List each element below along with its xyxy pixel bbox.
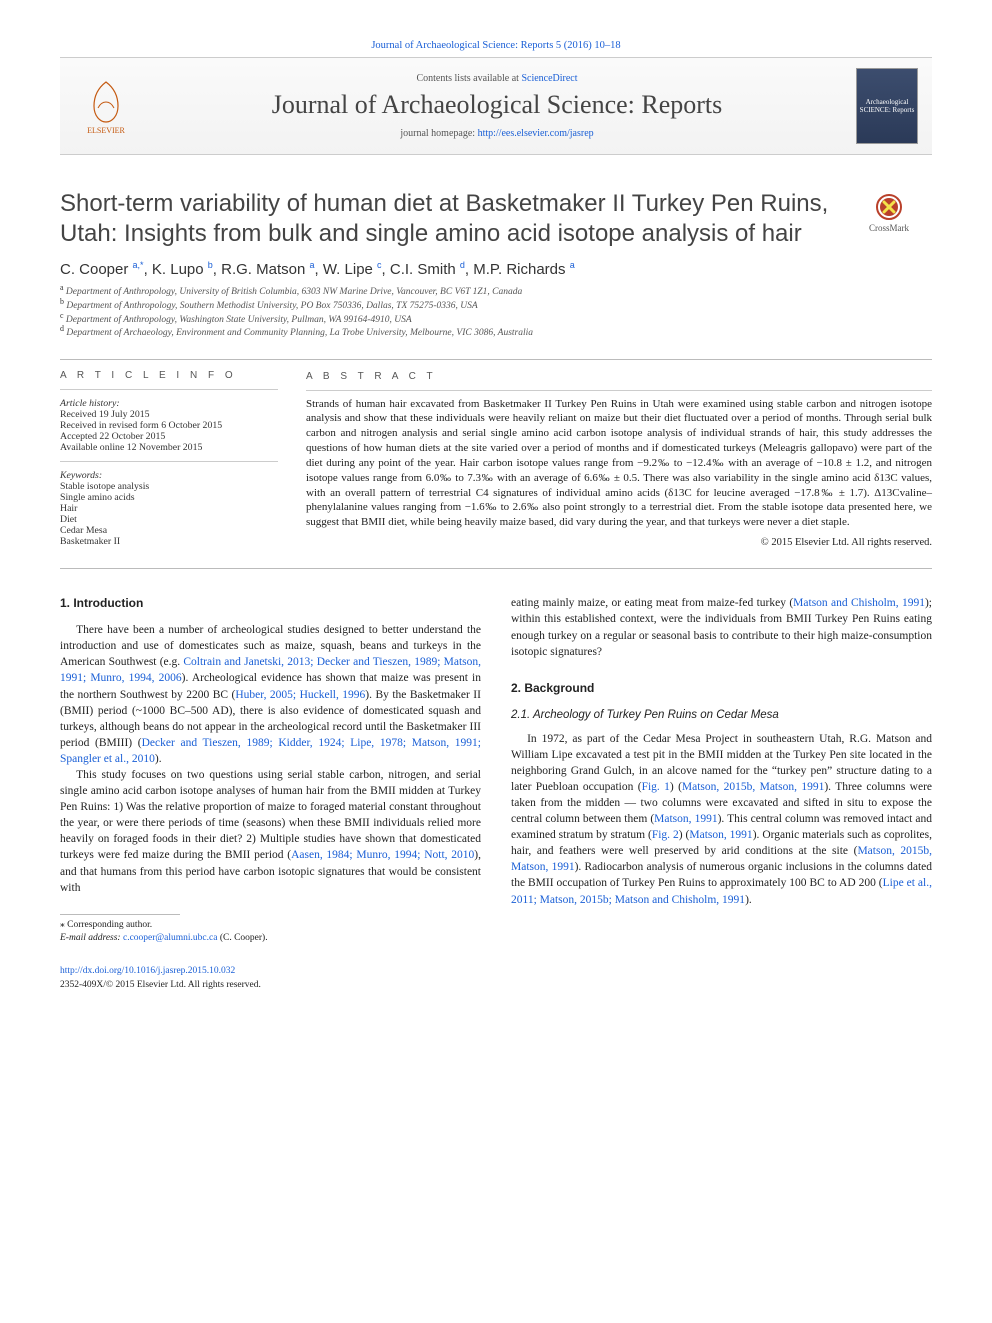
masthead: ELSEVIER Contents lists available at Sci… xyxy=(60,57,932,155)
history-online: Available online 12 November 2015 xyxy=(60,442,278,453)
homepage-line: journal homepage: http://ees.elsevier.co… xyxy=(138,128,856,139)
paragraph: In 1972, as part of the Cedar Mesa Proje… xyxy=(511,731,932,908)
footnote-rule xyxy=(60,914,180,915)
keyword: Cedar Mesa xyxy=(60,525,278,536)
keyword: Hair xyxy=(60,503,278,514)
abstract: A B S T R A C T Strands of human hair ex… xyxy=(306,370,932,550)
paragraph: This study focuses on two questions usin… xyxy=(60,767,481,896)
crossmark-badge[interactable]: CrossMark xyxy=(846,193,932,233)
paragraph: eating mainly maize, or eating meat from… xyxy=(511,595,932,659)
history-revised: Received in revised form 6 October 2015 xyxy=(60,420,278,431)
paragraph: There have been a number of archeologica… xyxy=(60,622,481,767)
keyword: Diet xyxy=(60,514,278,525)
article-info-heading: A R T I C L E I N F O xyxy=(60,370,278,381)
journal-cover-thumb: Archaeological SCIENCE: Reports xyxy=(856,68,918,144)
issn-copyright: 2352-409X/© 2015 Elsevier Ltd. All right… xyxy=(60,980,261,990)
contents-line: Contents lists available at ScienceDirec… xyxy=(138,73,856,84)
affiliation-c: c Department of Anthropology, Washington… xyxy=(60,314,932,328)
crossmark-icon xyxy=(875,193,903,221)
history-label: Article history: xyxy=(60,398,278,409)
email-label: E-mail address: xyxy=(60,933,121,943)
section-heading-1: 1. Introduction xyxy=(60,595,481,612)
history-accepted: Accepted 22 October 2015 xyxy=(60,431,278,442)
footnotes: ⁎ Corresponding author. E-mail address: … xyxy=(60,919,481,946)
homepage-label: journal homepage: xyxy=(400,128,477,139)
corresponding-email: E-mail address: c.cooper@alumni.ubc.ca (… xyxy=(60,932,481,945)
contents-prefix: Contents lists available at xyxy=(416,73,521,84)
article-title: Short-term variability of human diet at … xyxy=(60,189,834,249)
affiliation-b: b Department of Anthropology, Southern M… xyxy=(60,300,932,314)
affiliation-a: a Department of Anthropology, University… xyxy=(60,286,932,300)
history-received: Received 19 July 2015 xyxy=(60,409,278,420)
doi-link[interactable]: http://dx.doi.org/10.1016/j.jasrep.2015.… xyxy=(60,966,235,976)
keyword: Stable isotope analysis xyxy=(60,481,278,492)
abstract-heading: A B S T R A C T xyxy=(306,370,932,384)
running-head: Journal of Archaeological Science: Repor… xyxy=(60,40,932,57)
affiliations: a Department of Anthropology, University… xyxy=(60,286,932,341)
keywords-label: Keywords: xyxy=(60,470,278,481)
cover-thumb-label: Archaeological SCIENCE: Reports xyxy=(857,98,917,114)
journal-homepage-link[interactable]: http://ees.elsevier.com/jasrep xyxy=(478,128,594,139)
crossmark-label: CrossMark xyxy=(869,223,909,233)
abstract-copyright: © 2015 Elsevier Ltd. All rights reserved… xyxy=(306,536,932,550)
elsevier-label: ELSEVIER xyxy=(87,126,125,135)
section-heading-2: 2. Background xyxy=(511,680,932,697)
corresponding-author: ⁎ Corresponding author. xyxy=(60,919,481,932)
author-email-link[interactable]: c.cooper@alumni.ubc.ca xyxy=(123,933,217,943)
author-list: C. Cooper a,*, K. Lupo b, R.G. Matson a,… xyxy=(60,261,932,278)
divider xyxy=(60,359,932,360)
section-heading-2-1: 2.1. Archeology of Turkey Pen Ruins on C… xyxy=(511,707,932,723)
article-info: A R T I C L E I N F O Article history: R… xyxy=(60,370,278,550)
elsevier-logo: ELSEVIER xyxy=(74,70,138,142)
sciencedirect-link[interactable]: ScienceDirect xyxy=(521,73,577,84)
divider xyxy=(60,568,932,569)
left-column: 1. Introduction There have been a number… xyxy=(60,595,481,992)
keyword: Basketmaker II xyxy=(60,536,278,547)
abstract-text: Strands of human hair excavated from Bas… xyxy=(306,397,932,531)
journal-title: Journal of Archaeological Science: Repor… xyxy=(138,90,856,120)
doi-block: http://dx.doi.org/10.1016/j.jasrep.2015.… xyxy=(60,965,481,992)
affiliation-d: d Department of Archaeology, Environment… xyxy=(60,327,932,341)
email-name: (C. Cooper). xyxy=(220,933,268,943)
keyword: Single amino acids xyxy=(60,492,278,503)
right-column: eating mainly maize, or eating meat from… xyxy=(511,595,932,992)
